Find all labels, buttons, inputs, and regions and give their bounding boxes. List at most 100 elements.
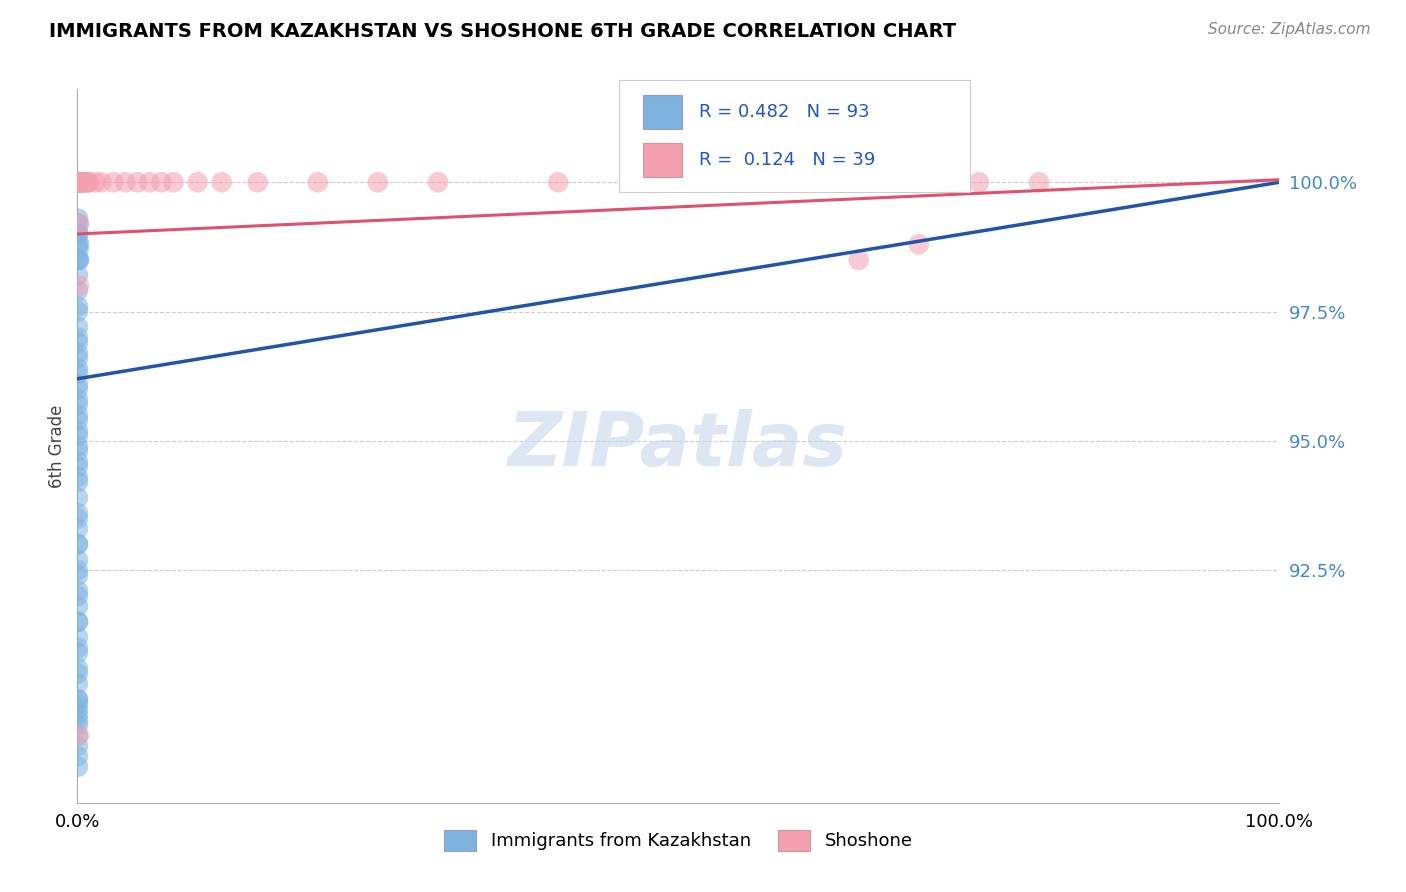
Point <box>66 330 89 344</box>
Point <box>427 175 450 189</box>
Point <box>114 175 136 189</box>
Point <box>67 175 90 189</box>
Point <box>69 175 91 189</box>
Point <box>66 646 89 660</box>
Point <box>67 175 90 189</box>
Point <box>67 175 90 189</box>
Point <box>70 175 93 189</box>
Point <box>66 175 89 189</box>
Point <box>246 175 269 189</box>
Point <box>66 237 89 252</box>
Point <box>66 376 89 391</box>
Point <box>66 615 89 629</box>
Point <box>307 175 329 189</box>
Point <box>150 175 173 189</box>
Point <box>66 729 89 743</box>
Point <box>73 175 96 189</box>
Point <box>66 615 89 629</box>
Point <box>66 227 89 241</box>
Point <box>67 175 90 189</box>
Point <box>67 243 90 257</box>
Point <box>66 698 89 712</box>
Point <box>66 346 89 360</box>
Point <box>69 175 91 189</box>
Point <box>69 175 91 189</box>
Point <box>66 335 89 350</box>
Point <box>76 175 98 189</box>
Point <box>66 491 89 505</box>
Point <box>66 677 89 691</box>
Point <box>79 175 101 189</box>
Point <box>66 568 89 582</box>
Point <box>66 707 89 722</box>
Point <box>66 739 89 753</box>
Point <box>66 428 89 442</box>
Point <box>90 175 112 189</box>
Text: Source: ZipAtlas.com: Source: ZipAtlas.com <box>1208 22 1371 37</box>
Point <box>84 175 107 189</box>
Text: IMMIGRANTS FROM KAZAKHSTAN VS SHOSHONE 6TH GRADE CORRELATION CHART: IMMIGRANTS FROM KAZAKHSTAN VS SHOSHONE 6… <box>49 22 956 41</box>
Point <box>70 175 93 189</box>
Point <box>67 175 90 189</box>
Point <box>66 537 89 551</box>
Point <box>66 459 89 474</box>
Point <box>66 583 89 598</box>
Text: R = 0.482   N = 93: R = 0.482 N = 93 <box>699 103 869 121</box>
Point <box>66 759 89 773</box>
Point <box>66 522 89 536</box>
Point <box>67 237 90 252</box>
Point <box>66 320 89 334</box>
Text: ZIPatlas: ZIPatlas <box>509 409 848 483</box>
Point <box>66 392 89 407</box>
Point <box>66 475 89 490</box>
Point <box>66 175 89 189</box>
Point <box>66 175 89 189</box>
Point <box>69 175 91 189</box>
Point <box>66 175 89 189</box>
Point <box>66 454 89 468</box>
Point <box>66 537 89 551</box>
Point <box>138 175 160 189</box>
Point <box>66 666 89 681</box>
Legend: Immigrants from Kazakhstan, Shoshone: Immigrants from Kazakhstan, Shoshone <box>437 822 920 858</box>
Point <box>66 175 89 189</box>
Point <box>66 211 89 226</box>
Point <box>66 175 89 189</box>
Point <box>69 175 91 189</box>
Point <box>66 175 89 189</box>
Point <box>186 175 209 189</box>
Point <box>75 175 97 189</box>
Point <box>66 408 89 422</box>
Point <box>66 713 89 727</box>
Point <box>668 175 690 189</box>
Point <box>67 175 90 189</box>
Point <box>66 630 89 644</box>
Point <box>66 718 89 732</box>
Point <box>66 424 89 438</box>
Point <box>70 175 93 189</box>
Point <box>66 367 89 381</box>
Point <box>66 444 89 458</box>
Y-axis label: 6th Grade: 6th Grade <box>48 404 66 488</box>
Point <box>127 175 149 189</box>
Point <box>66 692 89 706</box>
Point <box>103 175 125 189</box>
Point <box>66 398 89 412</box>
Point <box>848 252 870 267</box>
Point <box>67 175 90 189</box>
Point <box>66 470 89 484</box>
Point <box>66 284 89 298</box>
Point <box>66 506 89 520</box>
Point <box>67 217 90 231</box>
Point <box>69 175 91 189</box>
Point <box>67 252 90 267</box>
Point <box>67 175 90 189</box>
Point <box>67 175 90 189</box>
Point <box>69 175 91 189</box>
Point <box>72 175 94 189</box>
Point <box>66 599 89 614</box>
Point <box>367 175 389 189</box>
Point <box>66 511 89 525</box>
Point <box>66 361 89 376</box>
Point <box>77 175 100 189</box>
